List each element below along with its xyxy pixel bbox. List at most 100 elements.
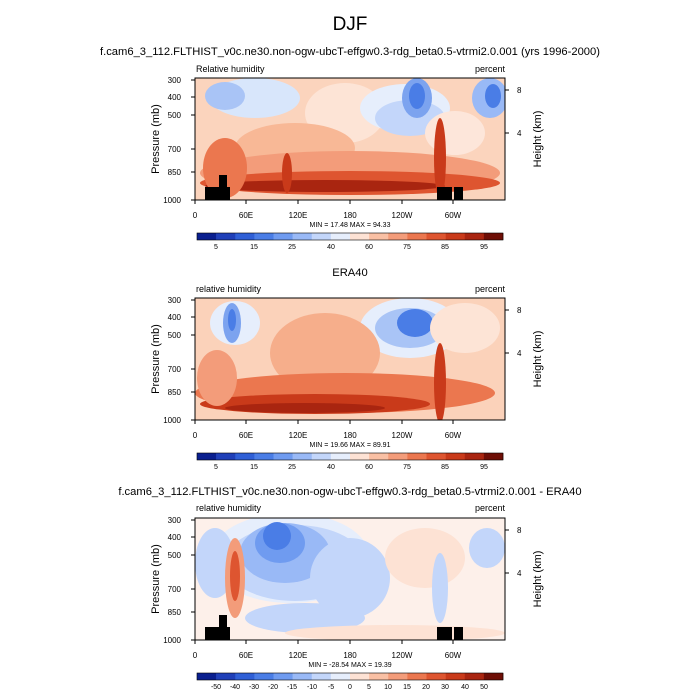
y2-tick-labels: 8 4 [517,306,522,358]
y-axis-label: Pressure (mb) [150,324,162,394]
y-tick-label: 400 [168,533,182,542]
colorbar-label: 30 [441,684,449,691]
y-axis-label: Pressure (mb) [150,544,162,614]
colorbar-label: 85 [441,244,449,251]
colorbar-label: 25 [288,464,296,471]
y-tick-label: 700 [168,145,182,154]
colorbar-swatch [235,673,255,680]
colorbar-swatch [254,673,274,680]
colorbar-swatch [292,453,313,460]
colorbar-swatch [388,673,408,680]
colorbar-swatch [311,233,332,240]
colorbar-label: 0 [348,684,352,691]
y2-tick-labels: 8 4 [517,526,522,578]
y-tick-labels: 300 400 500 700 850 1000 [163,516,181,645]
x-tick-label: 120W [392,211,413,220]
colorbar-swatch [369,233,389,240]
x-tick-label: 60E [239,431,253,440]
colorbar-swatch [445,453,466,460]
colorbar-swatch [254,233,274,240]
colorbar-swatch [369,453,389,460]
x-tick-label: 180 [343,211,357,220]
colorbar-swatch [292,233,313,240]
x-tick-label: 180 [343,651,357,660]
y-tick-label: 1000 [163,636,181,645]
y-tick-label: 700 [168,365,182,374]
y-tick-label: 850 [168,168,182,177]
panel-model: f.cam6_3_112.FLTHIST_v0c.ne30.non-ogw-ub… [100,46,600,251]
x-tick-label: 60W [445,211,462,220]
colorbar-swatch [350,453,370,460]
colorbar-frame [196,672,504,681]
colorbar-swatch [483,233,504,240]
colorbar-label: 15 [403,684,411,691]
colorbar-swatch [483,673,504,680]
x-ticks [194,420,454,424]
colorbar-swatch [235,453,255,460]
colorbar-swatch [350,233,370,240]
colorbar-label: 20 [422,684,430,691]
x-ticks [194,200,454,204]
y-tick-label: 850 [168,608,182,617]
colorbar-swatch [273,453,293,460]
colorbar-label: 40 [327,464,335,471]
colorbar-swatch [464,453,485,460]
colorbar-label: 85 [441,464,449,471]
colorbar-swatch [464,673,485,680]
colorbar-swatch [216,233,236,240]
x-tick-label: 0 [193,651,198,660]
y-tick-label: 1000 [163,196,181,205]
y-tick-label: 400 [168,313,182,322]
colorbar-swatch [197,673,217,680]
y-tick-label: 300 [168,296,182,305]
x-tick-label: 60W [445,651,462,660]
colorbar-swatch [197,233,217,240]
figure-title: DJF [333,14,368,35]
y-tick-label: 850 [168,388,182,397]
y-tick-label: 500 [168,111,182,120]
min-max-label: MIN = -28.54 MAX = 19.39 [308,662,391,669]
y-axis-label: Pressure (mb) [150,104,162,174]
colorbar-label: 15 [250,244,258,251]
heatmap-field [195,78,505,200]
y-ticks [191,79,509,201]
colorbar-label: 25 [288,244,296,251]
colorbar-swatch [445,673,466,680]
y2-tick-label: 4 [517,349,522,358]
colorbar-swatch [464,233,485,240]
colorbar-label: 60 [365,464,373,471]
y2-tick-labels: 8 4 [517,86,522,138]
y-tick-labels: 300 400 500 700 850 1000 [163,76,181,205]
colorbar-swatch [330,673,351,680]
colorbar-swatch [311,453,332,460]
x-tick-label: 0 [193,431,198,440]
heatmap-field [195,298,505,420]
colorbar-label: 60 [365,244,373,251]
panel-left-label: Relative humidity [196,64,265,74]
min-max-label: MIN = 19.66 MAX = 89.91 [310,442,391,449]
y-tick-label: 500 [168,331,182,340]
colorbar-label: 40 [327,244,335,251]
colorbar [196,452,504,461]
topography-mask [437,627,452,640]
colorbar-label: 95 [480,244,488,251]
colorbar [196,672,504,681]
colorbar-swatch [330,233,351,240]
topography-mask [205,627,230,640]
x-tick-label: 180 [343,431,357,440]
colorbar-label: 75 [403,464,411,471]
colorbar-swatch [292,673,313,680]
colorbar-swatch [254,453,274,460]
colorbar-swatch [216,673,236,680]
y-tick-label: 1000 [163,416,181,425]
colorbar-frame [196,452,504,461]
y-tick-label: 700 [168,585,182,594]
y-tick-label: 300 [168,76,182,85]
panel-difference: f.cam6_3_112.FLTHIST_v0c.ne30.non-ogw-ub… [118,486,581,691]
colorbar-swatch [426,233,446,240]
topography-mask [205,187,230,200]
topography-mask [219,615,227,627]
y-ticks [191,519,509,641]
colorbar-swatch [235,233,255,240]
